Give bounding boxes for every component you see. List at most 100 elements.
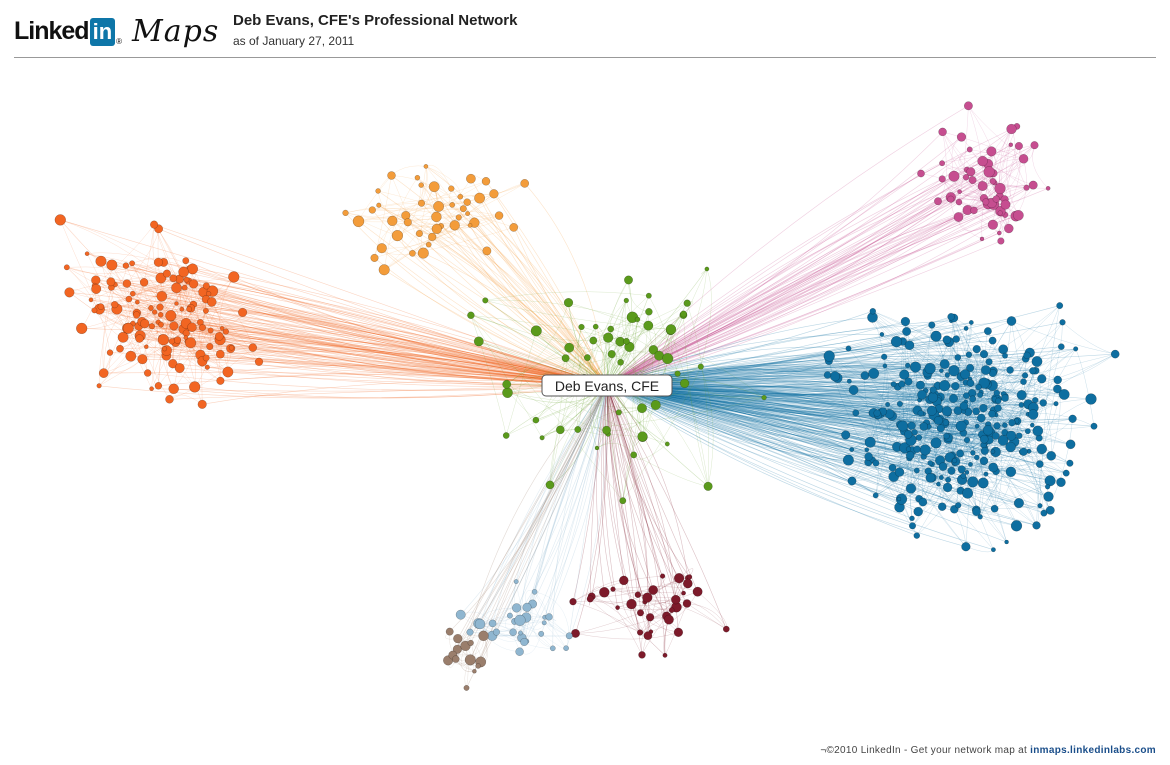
network-node-blue[interactable] <box>988 462 999 473</box>
network-node-blue[interactable] <box>980 365 991 376</box>
network-node-green[interactable] <box>683 299 691 307</box>
network-node-maroon[interactable] <box>643 631 653 641</box>
network-node-blue[interactable] <box>943 432 950 440</box>
network-node-light-orange[interactable] <box>415 229 423 238</box>
network-node-light-orange[interactable] <box>465 211 471 217</box>
network-node-green[interactable] <box>662 353 674 365</box>
network-node-light-orange[interactable] <box>449 220 460 231</box>
network-node-blue[interactable] <box>929 386 937 394</box>
network-node-orange[interactable] <box>162 269 171 278</box>
network-node-blue[interactable] <box>952 335 960 343</box>
network-node-pink[interactable] <box>997 237 1005 245</box>
network-node-green[interactable] <box>607 325 615 333</box>
network-node-blue[interactable] <box>829 371 841 382</box>
network-node-light-orange[interactable] <box>376 202 382 208</box>
network-node-green[interactable] <box>563 297 574 308</box>
network-node-light-blue[interactable] <box>531 588 538 595</box>
network-node-light-orange[interactable] <box>467 222 473 228</box>
network-node-pink[interactable] <box>1030 141 1039 150</box>
network-node-pink[interactable] <box>983 166 995 178</box>
network-node-blue[interactable] <box>1002 422 1008 428</box>
network-node-blue[interactable] <box>970 450 976 456</box>
network-node-blue[interactable] <box>1053 384 1062 394</box>
network-node-orange[interactable] <box>214 332 224 341</box>
network-node-light-blue[interactable] <box>538 630 545 637</box>
network-node-pink[interactable] <box>1013 209 1024 221</box>
network-node-maroon[interactable] <box>663 614 674 625</box>
network-node-green[interactable] <box>704 266 710 272</box>
network-node-blue[interactable] <box>1029 367 1037 375</box>
network-node-blue[interactable] <box>960 472 967 479</box>
network-node-orange[interactable] <box>151 309 158 315</box>
network-node-blue[interactable] <box>964 470 970 475</box>
network-node-light-orange[interactable] <box>409 249 416 257</box>
network-node-blue[interactable] <box>849 447 855 453</box>
network-node-light-orange[interactable] <box>431 211 442 223</box>
network-node-blue[interactable] <box>925 472 936 483</box>
network-node-taupe[interactable] <box>452 644 462 654</box>
network-node-orange[interactable] <box>91 307 98 314</box>
network-node-green[interactable] <box>545 480 555 490</box>
network-node-blue[interactable] <box>947 466 956 475</box>
network-node-pink[interactable] <box>966 167 976 177</box>
network-node-green[interactable] <box>619 497 627 505</box>
network-node-light-orange[interactable] <box>494 211 504 220</box>
network-node-light-orange[interactable] <box>352 215 365 228</box>
network-node-blue[interactable] <box>955 420 967 432</box>
network-node-blue[interactable] <box>928 321 936 329</box>
network-node-blue[interactable] <box>1005 466 1017 478</box>
network-node-orange[interactable] <box>155 272 167 284</box>
network-node-blue[interactable] <box>1036 443 1048 455</box>
network-node-pink[interactable] <box>1004 223 1014 234</box>
network-node-blue[interactable] <box>997 435 1009 446</box>
network-node-light-blue[interactable] <box>513 579 519 585</box>
network-node-blue[interactable] <box>905 446 912 452</box>
network-node-blue[interactable] <box>949 394 958 403</box>
network-node-blue[interactable] <box>1018 402 1025 408</box>
network-node-green[interactable] <box>634 316 641 323</box>
network-node-blue[interactable] <box>1001 394 1009 402</box>
network-node-light-orange[interactable] <box>376 243 387 254</box>
network-node-blue[interactable] <box>983 327 992 336</box>
network-node-green[interactable] <box>539 435 545 441</box>
network-node-blue[interactable] <box>864 452 873 461</box>
network-node-blue[interactable] <box>963 436 971 444</box>
network-node-orange[interactable] <box>185 337 197 349</box>
network-node-light-orange[interactable] <box>418 182 424 188</box>
network-node-blue[interactable] <box>1066 459 1074 467</box>
network-node-blue[interactable] <box>908 522 917 530</box>
network-node-pink[interactable] <box>1023 184 1030 191</box>
network-node-blue[interactable] <box>823 350 835 362</box>
network-node-orange[interactable] <box>238 307 248 317</box>
network-node-light-blue[interactable] <box>455 609 466 620</box>
network-node-green[interactable] <box>530 325 542 337</box>
network-node-green[interactable] <box>645 292 652 299</box>
network-node-blue[interactable] <box>968 461 973 467</box>
network-node-blue[interactable] <box>1002 352 1008 359</box>
network-node-blue[interactable] <box>972 344 981 354</box>
network-node-blue[interactable] <box>965 351 973 358</box>
network-node-blue[interactable] <box>841 430 851 440</box>
network-node-blue[interactable] <box>869 307 877 315</box>
network-node-orange[interactable] <box>137 354 148 365</box>
network-node-orange[interactable] <box>169 274 178 283</box>
network-node-orange[interactable] <box>144 344 149 349</box>
network-node-blue[interactable] <box>847 476 857 486</box>
network-node-blue[interactable] <box>980 446 989 455</box>
network-node-orange[interactable] <box>178 266 189 278</box>
network-node-blue[interactable] <box>988 336 997 345</box>
network-node-blue[interactable] <box>1046 450 1057 461</box>
network-node-maroon[interactable] <box>681 590 686 596</box>
network-node-blue[interactable] <box>924 362 936 375</box>
network-node-light-orange[interactable] <box>482 246 492 256</box>
network-node-maroon[interactable] <box>648 585 659 595</box>
network-node-orange[interactable] <box>202 282 210 290</box>
network-node-blue[interactable] <box>898 380 906 388</box>
network-node-orange[interactable] <box>140 318 150 329</box>
network-node-blue[interactable] <box>842 454 854 466</box>
network-node-orange[interactable] <box>162 346 168 352</box>
network-node-blue[interactable] <box>936 481 941 487</box>
network-node-orange[interactable] <box>156 290 168 302</box>
network-node-orange[interactable] <box>228 271 240 283</box>
network-node-light-orange[interactable] <box>417 199 426 207</box>
